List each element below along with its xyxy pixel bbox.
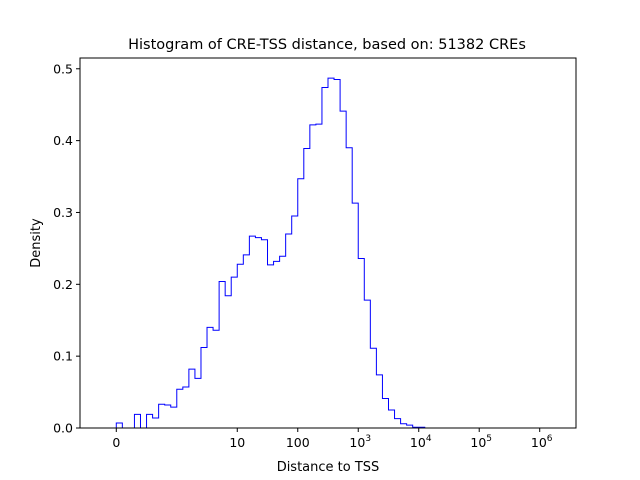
histogram-bin [286, 234, 292, 428]
histogram-bin [364, 300, 370, 428]
x-axis: 0 10 100 103 104 105 106 [112, 428, 553, 450]
histogram-bin [382, 399, 388, 428]
y-axis-label: Density [29, 218, 44, 268]
histogram-series [115, 77, 431, 429]
histogram-bin [201, 348, 207, 428]
histogram-bin [346, 148, 352, 428]
histogram-bin [395, 419, 401, 428]
y-tick-label: 0.3 [53, 205, 73, 220]
histogram-bin [219, 281, 225, 428]
histogram-bin [280, 256, 286, 428]
y-tick-label: 0.1 [53, 349, 73, 364]
histogram-bin [116, 423, 122, 428]
y-tick-label: 0.5 [53, 61, 73, 76]
histogram-bin [195, 378, 201, 428]
histogram-bin [401, 424, 407, 428]
histogram-bin [183, 387, 189, 428]
chart-title: Histogram of CRE-TSS distance, based on:… [128, 37, 526, 53]
histogram-bin [298, 179, 304, 428]
histogram-bin [352, 203, 358, 428]
histogram-bin [261, 240, 267, 428]
x-tick-label: 105 [470, 434, 492, 450]
histogram-bin [243, 255, 249, 428]
y-tick-label: 0.2 [53, 277, 73, 292]
histogram-bin [376, 375, 382, 428]
histogram-bin [153, 418, 159, 428]
y-axis: 0.0 0.1 0.2 0.3 0.4 0.5 [53, 61, 80, 436]
histogram-bin [231, 277, 237, 428]
x-tick-label: 104 [410, 434, 432, 450]
histogram-bin [189, 369, 195, 428]
histogram-bin [316, 124, 322, 428]
histogram-bin [292, 216, 298, 428]
histogram-bin [340, 111, 346, 428]
y-tick-label: 0.0 [53, 421, 73, 436]
histogram-bin [165, 405, 171, 428]
x-tick-label: 10 [229, 435, 245, 450]
x-tick-label: 0 [112, 435, 120, 450]
histogram-bin [328, 78, 334, 428]
histogram-bin [370, 348, 376, 428]
histogram-bin [249, 236, 255, 428]
histogram-bin [334, 80, 340, 428]
axes-frame [79, 57, 577, 429]
histogram-bin [171, 407, 177, 428]
histogram-bin [304, 149, 310, 428]
histogram-bin [159, 404, 165, 428]
plot-area [115, 77, 431, 429]
histogram-bin [255, 238, 261, 428]
histogram-bin [388, 410, 394, 428]
histogram-bin [358, 258, 364, 428]
y-tick-label: 0.4 [53, 133, 73, 148]
x-tick-label: 106 [531, 434, 553, 450]
x-tick-label: 103 [349, 434, 371, 450]
histogram-bin [134, 414, 140, 428]
x-axis-label: Distance to TSS [277, 460, 380, 475]
histogram-bin [268, 265, 274, 428]
histogram-bin [322, 87, 328, 428]
histogram-bin [207, 327, 213, 428]
histogram-bin [237, 264, 243, 428]
x-tick-label: 100 [286, 435, 310, 450]
histogram-bin [177, 389, 183, 428]
histogram-bin [274, 261, 280, 428]
histogram-bin [213, 330, 219, 428]
histogram-bin [310, 125, 316, 428]
histogram-bin [225, 296, 231, 428]
histogram-bin [147, 414, 153, 428]
